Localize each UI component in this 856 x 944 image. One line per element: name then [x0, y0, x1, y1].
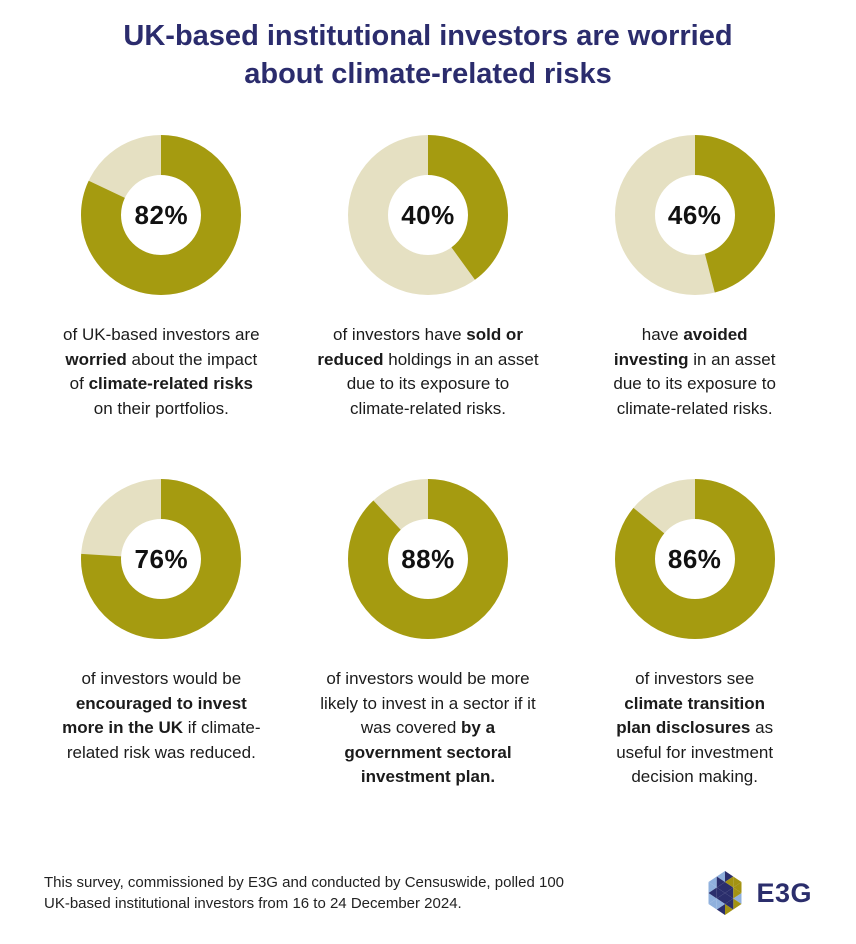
donut-card-sectoral-plan: 88% of investors would be more likely to …	[295, 479, 562, 789]
title-line-1: UK-based institutional investors are wor…	[123, 20, 733, 52]
page-title: UK-based institutional investors are wor…	[0, 18, 856, 93]
donut-chart: 76%	[81, 479, 242, 640]
source-line-1: This survey, commissioned by E3G and con…	[44, 873, 564, 891]
footer: This survey, commissioned by E3G and con…	[0, 868, 856, 944]
donut-value-label: 88%	[401, 543, 455, 574]
donut-caption: of investors have sold or reduced holding…	[317, 325, 539, 418]
e3g-logo: E3G	[703, 868, 812, 918]
donut-value-label: 40%	[401, 199, 455, 230]
e3g-logo-wordmark: E3G	[756, 877, 812, 908]
donut-card-invest-more-uk: 76% of investors would be encouraged to i…	[28, 479, 295, 789]
donut-value-label: 82%	[134, 199, 189, 230]
donut-caption: have avoided investing in an asset due to …	[613, 325, 776, 418]
source-line-2: UK-based institutional investors from 16…	[44, 895, 462, 912]
donut-chart: 88%	[347, 479, 508, 640]
e3g-logo-hexagon-icon	[708, 871, 742, 915]
donut-ring	[347, 479, 508, 640]
donut-caption: of investors would be more likely to inve…	[320, 669, 536, 787]
donut-caption: of UK-based investors are worried about t…	[63, 325, 260, 418]
title-line-2: about climate-related risks	[244, 57, 612, 90]
donut-ring	[614, 135, 775, 296]
donut-caption: of investors see climate transition plan d…	[616, 669, 774, 787]
donut-chart: 46%	[614, 135, 775, 296]
donut-caption: of investors would be encouraged to inves…	[62, 669, 261, 762]
donut-value-label: 46%	[667, 199, 722, 230]
donut-card-worried: 82% of UK-based investors are worried abo…	[28, 135, 295, 421]
donut-card-sold-reduced: 40% of investors have sold or reduced hol…	[295, 135, 562, 421]
donut-ring	[81, 479, 242, 640]
donut-value-label: 86%	[667, 543, 722, 574]
donut-chart: 82%	[81, 135, 242, 296]
donut-chart: 86%	[614, 479, 775, 640]
donut-card-avoided-investing: 46% have avoided investing in an asset due…	[561, 135, 828, 421]
survey-source-note: This survey, commissioned by E3G and con…	[44, 872, 564, 915]
donut-grid: 82% of UK-based investors are worried abo…	[0, 135, 856, 789]
donut-ring	[81, 135, 242, 296]
donut-ring	[614, 479, 775, 640]
donut-ring	[347, 135, 508, 296]
donut-chart: 40%	[347, 135, 508, 296]
donut-card-transition-disclosures: 86% of investors see climate transition pl…	[561, 479, 828, 789]
donut-value-label: 76%	[134, 543, 189, 574]
